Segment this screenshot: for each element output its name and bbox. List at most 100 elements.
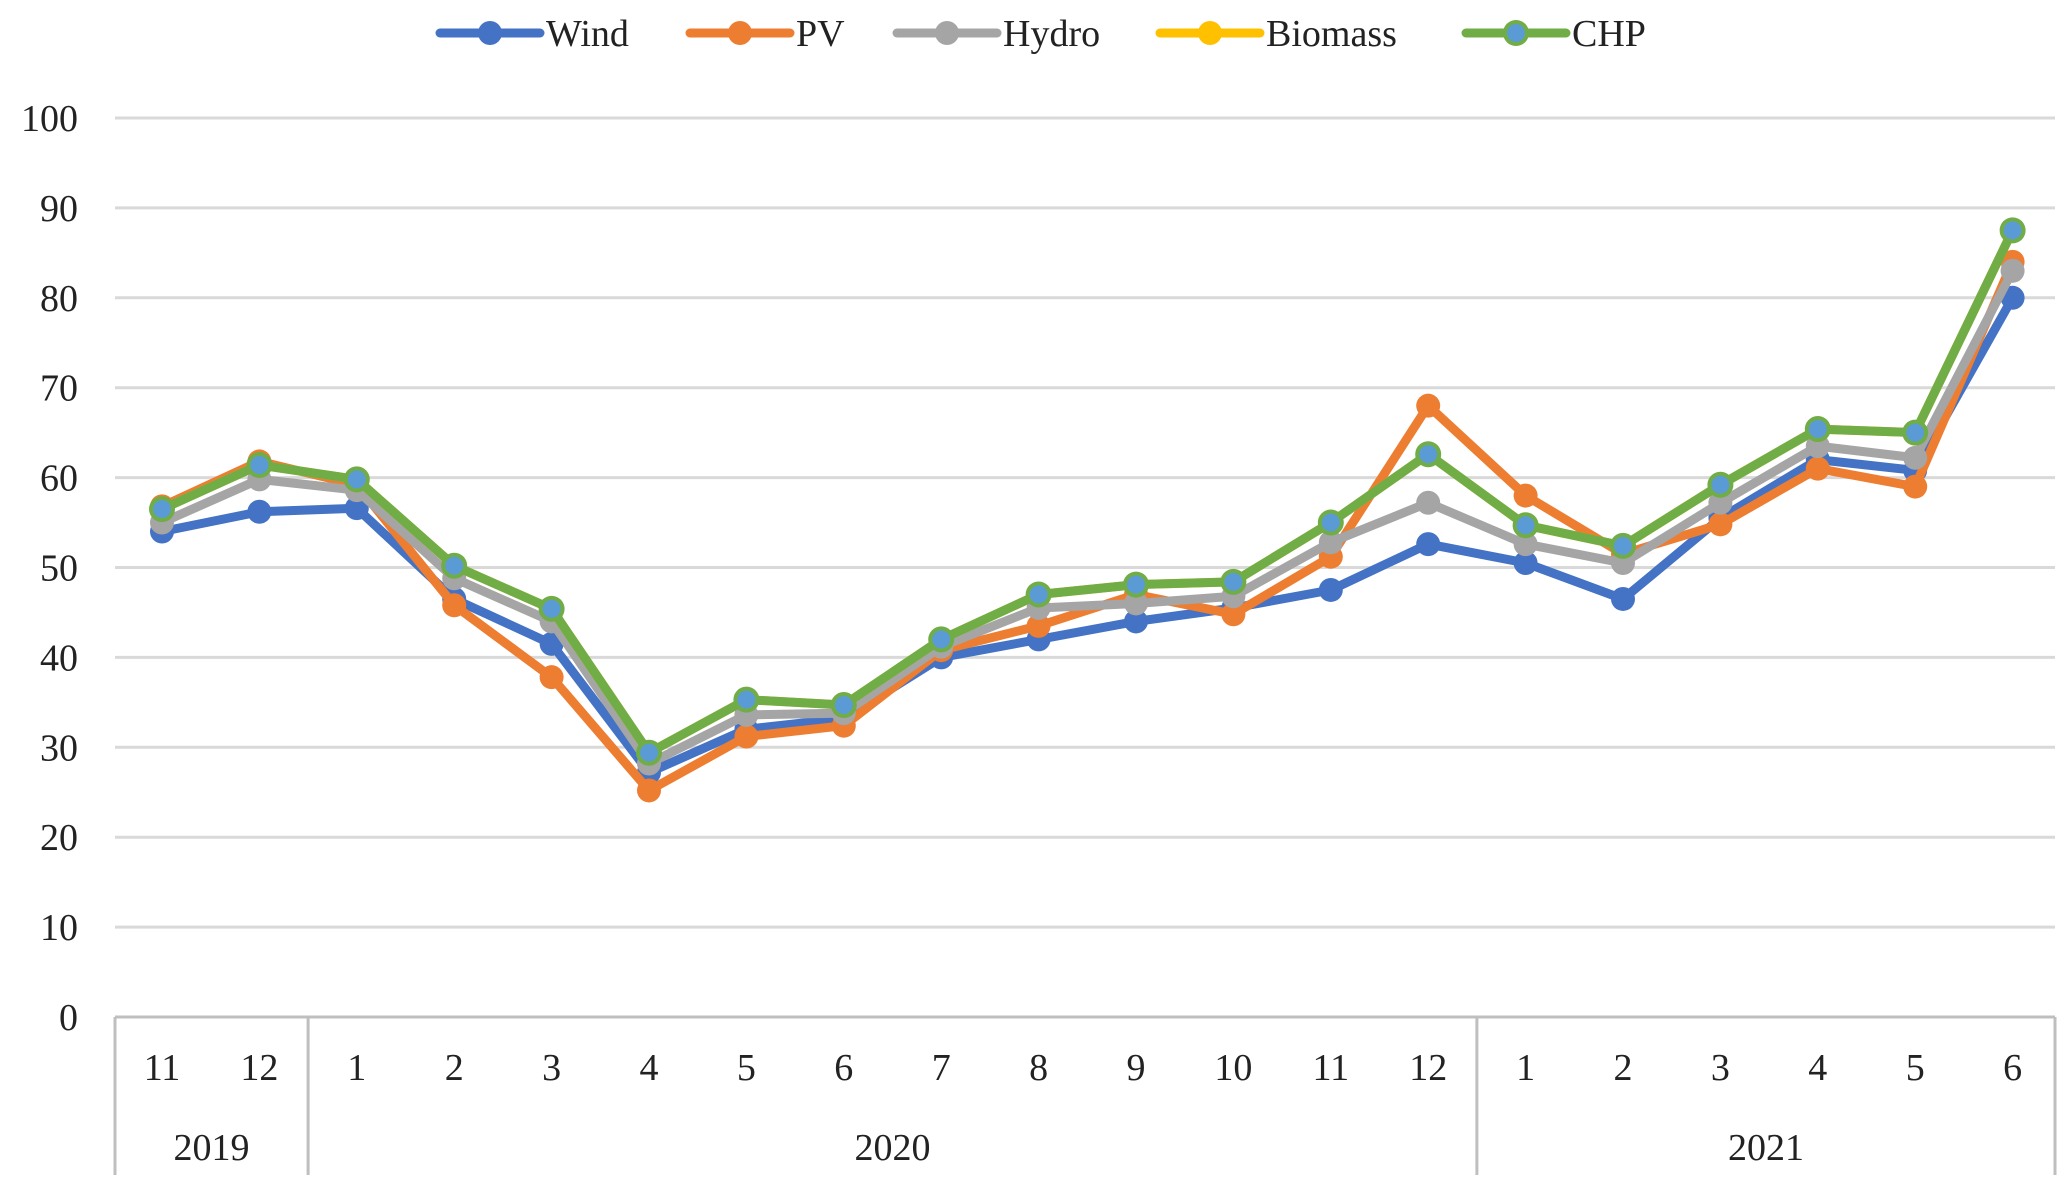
y-tick-label: 100 [21,98,78,140]
legend-item-chp: CHP [1461,13,1646,55]
y-tick-label: 20 [40,817,78,859]
x-tick-label: 7 [932,1047,951,1089]
data-point-pv [734,724,759,749]
y-tick-label: 10 [40,907,78,949]
data-point-pv [1708,512,1733,537]
data-point-chp [153,500,171,519]
x-tick-label: 6 [834,1047,853,1089]
data-point-wind [1513,551,1538,576]
legend-marker [1507,24,1525,42]
data-point-hydro [1416,490,1441,515]
data-point-chp [250,456,269,475]
legend-marker [478,21,502,45]
legend-marker [935,21,959,45]
data-point-chp [1516,516,1535,535]
data-point-chp [834,696,853,715]
data-point-wind [1611,586,1635,611]
x-tick-label: 2 [445,1047,464,1089]
year-group-label: 2019 [174,1127,250,1169]
data-point-chp [347,470,366,489]
data-point-chp [640,743,658,762]
data-point-pv [539,665,564,690]
legend-label-wind: Wind [546,13,629,55]
data-point-chp [1419,445,1438,464]
x-tick-label: 1 [347,1047,366,1089]
x-tick-label: 9 [1127,1047,1146,1089]
data-point-wind [344,496,369,521]
y-tick-label: 60 [40,458,78,500]
x-tick-label: 6 [2003,1047,2022,1089]
y-tick-label: 40 [40,637,78,679]
data-point-hydro [1708,490,1733,515]
series-pv [150,249,2025,803]
data-point-chp [1224,572,1243,591]
legend-label-hydro: Hydro [1003,13,1100,55]
data-point-chp [2003,221,2022,240]
x-tick-label: 12 [240,1047,278,1089]
data-point-chp [1614,536,1632,555]
data-point-chp [1808,420,1827,439]
data-point-hydro [1513,532,1538,557]
year-group-label: 2021 [1728,1127,1804,1169]
data-point-chp [1711,475,1730,494]
series-hydro [150,258,2025,776]
data-point-hydro [1903,445,1928,470]
x-tick-label: 3 [542,1047,561,1089]
series-group [149,217,2026,803]
data-point-pv [637,778,661,803]
legend-item-wind: Wind [435,13,629,55]
x-tick-label: 10 [1214,1047,1252,1089]
x-tick-label: 12 [1409,1047,1447,1089]
data-point-chp [1906,423,1925,442]
series-line-hydro [157,266,2018,768]
legend-item-hydro: Hydro [892,13,1100,55]
data-point-pv [442,593,467,618]
legend: Wind PV Hydro Biomass CHP [435,13,1646,55]
data-point-wind [1318,577,1343,602]
data-point-wind [1124,609,1148,634]
data-point-chp [737,690,756,709]
year-group-label: 2020 [855,1127,931,1169]
data-point-wind [1416,532,1441,557]
data-point-pv [1903,474,1928,499]
data-point-chp [932,630,951,649]
data-point-chp [542,599,561,618]
x-tick-label: 4 [1808,1047,1827,1089]
legend-label-biomass: Biomass [1266,13,1397,55]
data-point-hydro [1124,591,1148,616]
series-line-pv [157,257,2018,795]
x-tick-label: 5 [737,1047,756,1089]
x-tick-label: 11 [144,1047,181,1089]
legend-marker [728,21,752,45]
data-point-pv [1513,483,1538,508]
data-point-chp [1321,513,1340,532]
data-point-pv [1805,456,1830,481]
data-point-pv [1221,602,1246,627]
series-wind [150,285,2025,785]
data-point-chp [1029,585,1048,604]
legend-item-pv: PV [685,13,845,55]
data-point-pv [1026,613,1051,638]
data-point-hydro [2000,258,2025,283]
y-tick-label: 90 [40,188,78,230]
y-tick-label: 70 [40,368,78,410]
series-line-chp [157,225,2018,758]
series-line-wind [157,293,2018,777]
y-tick-label: 30 [40,727,78,769]
x-tick-label: 2 [1614,1047,1633,1089]
data-point-pv [1416,393,1441,418]
data-point-wind [247,499,272,524]
y-tick-label: 0 [59,997,78,1039]
y-tick-label: 50 [40,548,78,590]
legend-marker [1198,21,1222,45]
x-tick-label: 11 [1313,1047,1350,1089]
data-point-hydro [1318,530,1343,555]
legend-label-pv: PV [796,13,845,55]
y-tick-label: 80 [40,278,78,320]
legend-label-chp: CHP [1572,13,1646,55]
y-axis-ticks: 0 10 20 30 40 50 60 70 80 90 100 [21,98,78,1039]
data-point-chp [1127,575,1145,594]
